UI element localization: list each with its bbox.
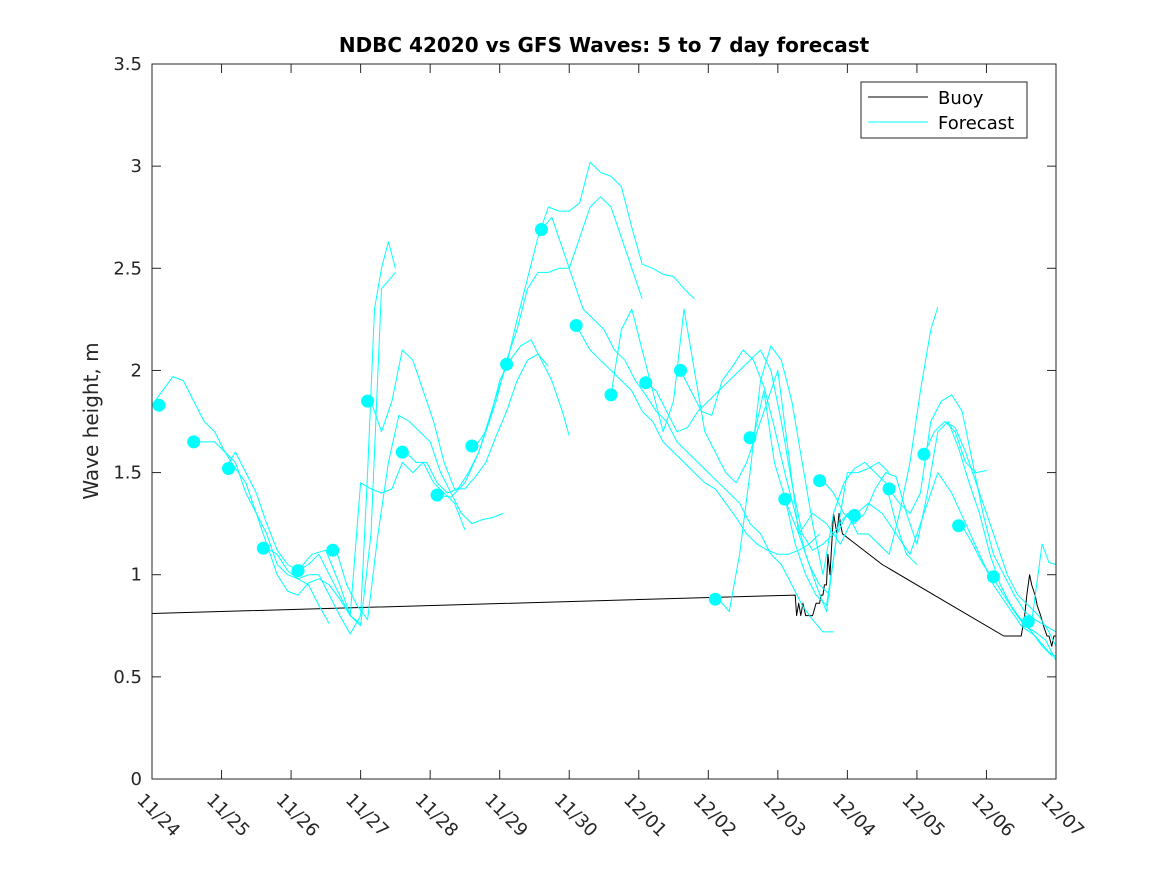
forecast-series-line xyxy=(297,461,466,617)
forecast-series-line xyxy=(784,472,1057,657)
forecast-series-line xyxy=(1031,543,1057,622)
forecast-series-line xyxy=(224,272,396,627)
forecast-start-marker xyxy=(256,541,270,555)
legend-box xyxy=(860,81,1028,139)
chart-title: NDBC 42020 vs GFS Waves: 5 to 7 day fore… xyxy=(339,33,870,57)
forecast-start-marker xyxy=(326,543,340,557)
forecast-start-marker xyxy=(465,439,479,453)
buoy-series-line xyxy=(151,512,1056,647)
forecast-series-line xyxy=(944,421,987,474)
y-tick-label: 3 xyxy=(131,156,142,177)
forecast-start-marker xyxy=(778,492,792,506)
forecast-start-marker xyxy=(847,509,861,522)
forecast-series-line xyxy=(888,394,1057,633)
forecast-series-line xyxy=(151,376,330,624)
y-tick-label: 1.5 xyxy=(113,463,142,484)
forecast-series-line xyxy=(680,349,890,612)
forecast-series-line xyxy=(961,525,1057,661)
forecast-series-line xyxy=(266,241,396,635)
forecast-start-marker xyxy=(674,363,687,377)
legend-label-buoy: Buoy xyxy=(938,88,984,109)
forecast-start-marker xyxy=(187,435,201,449)
forecast-series-line xyxy=(437,161,695,498)
forecast-start-marker xyxy=(569,319,583,332)
axes-box xyxy=(151,63,1057,780)
forecast-series-line xyxy=(645,349,855,551)
forecast-start-marker xyxy=(361,394,375,408)
legend-label-forecast: Forecast xyxy=(938,113,1014,134)
y-tick-label: 2.5 xyxy=(113,258,142,279)
y-tick-label: 2 xyxy=(131,360,142,381)
forecast-start-marker xyxy=(430,488,444,502)
forecast-start-marker xyxy=(813,474,827,488)
forecast-series-line xyxy=(335,414,504,621)
forecast-series-line xyxy=(718,345,918,612)
forecast-start-marker xyxy=(917,447,931,461)
forecast-series-line xyxy=(575,325,820,555)
forecast-start-marker xyxy=(604,388,618,402)
forecast-series-line xyxy=(541,216,834,633)
forecast-start-marker xyxy=(708,592,722,606)
forecast-start-marker xyxy=(395,445,409,459)
y-axis: 0 0.5 1 1.5 2 2.5 3 3.5 xyxy=(113,54,1056,790)
y-tick-label: 0 xyxy=(131,769,142,790)
plot-area xyxy=(151,161,1057,661)
y-tick-label: 3.5 xyxy=(113,54,142,75)
y-tick-label: 1 xyxy=(131,565,142,586)
forecast-series-line xyxy=(822,421,1053,657)
forecast-start-marker xyxy=(291,564,305,578)
forecast-series-line xyxy=(193,441,361,625)
forecast-series-line xyxy=(474,196,643,447)
forecast-start-marker xyxy=(882,482,896,496)
forecast-start-marker xyxy=(952,519,966,533)
forecast-start-marker xyxy=(534,223,548,236)
forecast-start-marker xyxy=(152,398,166,412)
forecast-start-marker xyxy=(500,357,514,371)
forecast-start-markers xyxy=(152,223,1035,629)
forecast-start-marker xyxy=(986,570,1000,584)
forecast-start-marker xyxy=(743,431,757,445)
forecast-start-marker xyxy=(639,376,653,390)
forecast-start-marker xyxy=(1021,615,1035,629)
forecast-series-line xyxy=(370,349,549,490)
forecast-start-marker xyxy=(222,462,235,475)
y-tick-label: 0.5 xyxy=(113,667,142,688)
y-axis-label: Wave height, m xyxy=(79,342,103,499)
legend: Buoy Forecast xyxy=(860,81,1028,139)
